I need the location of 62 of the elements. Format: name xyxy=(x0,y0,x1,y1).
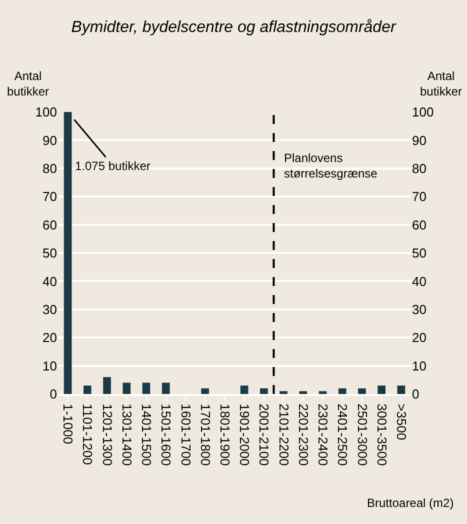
y2-tick-label: 0 xyxy=(412,386,420,402)
x-tick-label: 2301-2400 xyxy=(316,404,331,466)
bar xyxy=(162,382,170,394)
x-tick-label: 1601-1700 xyxy=(178,404,194,466)
x-tick-label: 1401-1500 xyxy=(139,404,154,466)
ref-line-label: Planlovens størrelsesgrænse xyxy=(284,151,378,181)
bar xyxy=(318,391,327,394)
y2-tick-label: 50 xyxy=(412,246,426,261)
y2-tick-label: 30 xyxy=(412,302,426,317)
annotation: 1.075 butikker xyxy=(75,159,150,173)
bar xyxy=(142,382,150,394)
y2-tick-label: 100 xyxy=(412,104,434,120)
x-tick-label: 1801-1900 xyxy=(217,404,232,466)
x-tick-label: 1-1000 xyxy=(60,404,76,444)
y-tick-label: 70 xyxy=(42,189,57,204)
x-tick-label: 1701-1800 xyxy=(198,404,213,466)
y-tick-label: 0 xyxy=(50,386,57,402)
bar xyxy=(397,386,406,394)
x-tick-label: 1501-1600 xyxy=(158,404,174,466)
bar xyxy=(338,388,346,394)
x-tick-label: 2001-2100 xyxy=(256,404,272,466)
bar xyxy=(201,388,210,394)
y-axis-title: Antal butikker xyxy=(7,69,50,99)
x-tick-label: 3001-3500 xyxy=(374,404,390,466)
x-tick-label: 1901-2000 xyxy=(237,404,252,466)
bar xyxy=(240,386,248,394)
y-tick-label: 60 xyxy=(42,217,57,232)
bar xyxy=(299,391,308,394)
bar xyxy=(358,388,366,394)
bar xyxy=(64,112,72,394)
y2-tick-label: 20 xyxy=(412,330,426,346)
x-tick-label: 2401-2500 xyxy=(335,404,350,466)
chart-title: Bymidter, bydelscentre og aflastningsområder xyxy=(71,19,396,36)
y2-tick-label: 60 xyxy=(412,217,426,232)
y2-tick-label: 90 xyxy=(412,132,426,148)
y2-tick-label: 10 xyxy=(412,358,426,374)
y-tick-label: 20 xyxy=(42,330,57,346)
bar xyxy=(83,386,92,394)
y2-axis-title: Antal butikker xyxy=(420,69,462,99)
x-tick-label: 1101-1200 xyxy=(80,404,96,465)
y-tick-label: 10 xyxy=(42,358,57,374)
y2-tick-label: 40 xyxy=(412,274,426,289)
y-tick-label: 80 xyxy=(42,160,57,176)
y-tick-label: 50 xyxy=(42,246,57,261)
bar xyxy=(103,377,111,394)
bar xyxy=(280,391,288,394)
y-tick-label: 40 xyxy=(42,274,57,289)
x-tick-label: 2101-2200 xyxy=(276,404,292,466)
bar xyxy=(378,386,386,394)
x-tick-label: 1301-1400 xyxy=(119,404,134,466)
x-tick-label: 1201-1300 xyxy=(100,404,115,466)
x-axis-title: Bruttoareal (m2) xyxy=(367,496,454,510)
x-tick-label: >3500 xyxy=(394,404,409,440)
x-tick-label: 2201-2300 xyxy=(296,404,311,466)
bar xyxy=(122,382,131,394)
x-tick-label: 2501-3000 xyxy=(354,404,370,466)
y2-tick-label: 70 xyxy=(412,189,426,204)
y-tick-label: 100 xyxy=(35,104,57,120)
y-tick-label: 90 xyxy=(42,132,57,148)
y-tick-label: 30 xyxy=(42,302,57,317)
bar xyxy=(260,388,268,394)
y2-tick-label: 80 xyxy=(412,160,426,176)
